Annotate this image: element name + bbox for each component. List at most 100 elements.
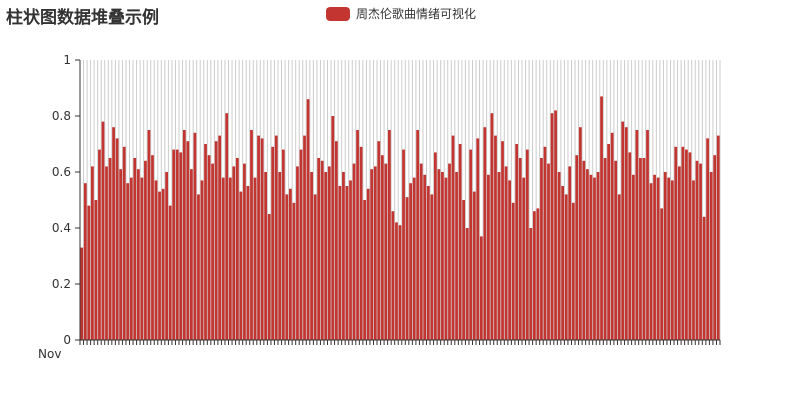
bar[interactable]: [536, 208, 540, 340]
bar[interactable]: [692, 180, 695, 340]
bar[interactable]: [200, 180, 204, 340]
bar[interactable]: [197, 194, 200, 340]
bar[interactable]: [529, 228, 533, 340]
bar[interactable]: [161, 188, 165, 340]
bar[interactable]: [80, 247, 84, 340]
bar[interactable]: [624, 127, 628, 340]
bar[interactable]: [540, 158, 543, 340]
bar[interactable]: [331, 116, 335, 340]
bar[interactable]: [349, 180, 352, 340]
bar[interactable]: [405, 197, 409, 340]
bar[interactable]: [497, 172, 501, 340]
bar[interactable]: [621, 121, 625, 340]
bar[interactable]: [225, 113, 229, 340]
bar[interactable]: [518, 158, 522, 340]
bar[interactable]: [476, 138, 480, 340]
bar[interactable]: [313, 194, 317, 340]
bar[interactable]: [303, 135, 306, 340]
bar[interactable]: [458, 144, 462, 340]
bar[interactable]: [677, 166, 681, 340]
bar[interactable]: [487, 174, 490, 340]
bar[interactable]: [656, 177, 660, 340]
bar[interactable]: [327, 166, 331, 340]
bar[interactable]: [310, 172, 313, 340]
bar[interactable]: [90, 166, 94, 340]
bar[interactable]: [246, 186, 250, 340]
bar[interactable]: [462, 200, 466, 340]
bar[interactable]: [186, 141, 190, 340]
bar[interactable]: [695, 160, 699, 340]
bar[interactable]: [437, 169, 441, 340]
bar[interactable]: [299, 149, 303, 340]
bar[interactable]: [384, 163, 388, 340]
bar[interactable]: [699, 163, 702, 340]
bar[interactable]: [631, 174, 635, 340]
bar[interactable]: [363, 200, 367, 340]
bar[interactable]: [568, 166, 572, 340]
bar[interactable]: [660, 208, 664, 340]
bar[interactable]: [709, 172, 713, 340]
bar[interactable]: [479, 236, 483, 340]
bar[interactable]: [483, 127, 487, 340]
bar[interactable]: [667, 177, 671, 340]
bar[interactable]: [571, 202, 575, 340]
bar[interactable]: [607, 144, 610, 340]
bar[interactable]: [377, 141, 381, 340]
bar[interactable]: [154, 180, 158, 340]
bar[interactable]: [501, 141, 504, 340]
bar[interactable]: [257, 135, 260, 340]
bar[interactable]: [214, 141, 218, 340]
bar[interactable]: [356, 130, 359, 340]
bar[interactable]: [380, 155, 384, 340]
bar[interactable]: [264, 172, 268, 340]
bar[interactable]: [642, 158, 646, 340]
bar[interactable]: [465, 228, 469, 340]
bar[interactable]: [211, 163, 214, 340]
bar[interactable]: [444, 177, 448, 340]
bar[interactable]: [274, 135, 278, 340]
bar[interactable]: [395, 222, 398, 340]
bar[interactable]: [221, 177, 225, 340]
bar[interactable]: [285, 194, 289, 340]
bar[interactable]: [412, 177, 416, 340]
bar[interactable]: [653, 174, 656, 340]
bar[interactable]: [204, 144, 207, 340]
bar[interactable]: [639, 158, 642, 340]
bar[interactable]: [554, 110, 557, 341]
bar[interactable]: [235, 158, 239, 340]
bar[interactable]: [345, 186, 349, 340]
bar[interactable]: [589, 174, 593, 340]
bar[interactable]: [320, 160, 324, 340]
bar[interactable]: [271, 146, 275, 340]
bar[interactable]: [586, 169, 589, 340]
bar[interactable]: [158, 191, 161, 340]
bar[interactable]: [472, 191, 476, 340]
bar[interactable]: [260, 138, 264, 340]
bar[interactable]: [218, 135, 222, 340]
bar[interactable]: [663, 172, 667, 340]
bar[interactable]: [306, 99, 310, 340]
bar[interactable]: [582, 160, 586, 340]
bar[interactable]: [515, 144, 519, 340]
bar[interactable]: [716, 135, 720, 340]
bar[interactable]: [649, 183, 653, 340]
bar[interactable]: [334, 141, 338, 340]
bar[interactable]: [129, 177, 133, 340]
bar[interactable]: [278, 172, 282, 340]
bar[interactable]: [409, 183, 412, 340]
bar[interactable]: [172, 149, 176, 340]
bar[interactable]: [423, 174, 427, 340]
bar[interactable]: [564, 194, 568, 340]
bar[interactable]: [190, 169, 193, 340]
bar[interactable]: [281, 149, 285, 340]
bar[interactable]: [119, 169, 123, 340]
bar[interactable]: [674, 146, 678, 340]
bar[interactable]: [402, 149, 405, 340]
bar[interactable]: [508, 180, 511, 340]
bar[interactable]: [426, 186, 430, 340]
bar[interactable]: [239, 191, 243, 340]
bar[interactable]: [243, 163, 246, 340]
bar[interactable]: [108, 158, 112, 340]
bar[interactable]: [614, 160, 618, 340]
bar[interactable]: [455, 172, 458, 340]
